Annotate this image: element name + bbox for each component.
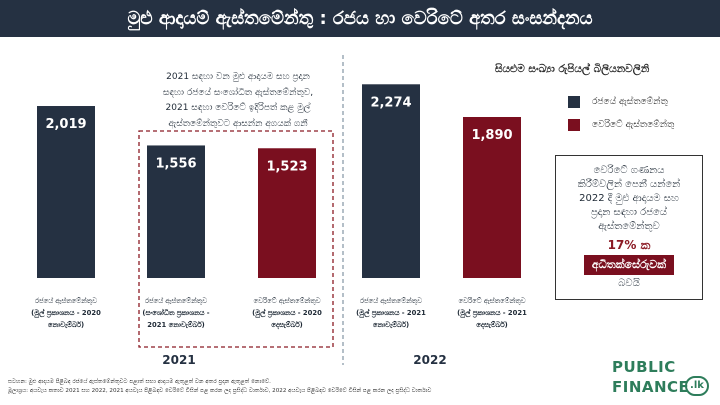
callout-line: ප්‍රදාන සඳහා රජයේ <box>591 207 667 218</box>
callout-line: කිරීම්වලින් පෙනී යන්නේ <box>577 179 681 190</box>
bar <box>258 148 316 278</box>
bar-caption: (සංශෝධිත ප්‍රකාශනය - <box>142 309 209 318</box>
legend-swatch-verite <box>568 119 580 131</box>
legend-item-verite: වෙරිටේ ඇස්තමේන්තු <box>568 119 674 131</box>
annotation-line: 2021 සඳහා වන මුළු ආදායම සහ ප්‍රදාන <box>166 72 310 82</box>
legend-label-verite: වෙරිටේ ඇස්තමේන්තු <box>592 120 675 130</box>
bar-value-label: 1,556 <box>155 156 196 171</box>
bar-caption: (මුල් ප්‍රකාශනය - 2020 <box>31 309 101 318</box>
callout-increase: අධිතක්සේරුවක් <box>583 255 675 275</box>
callout-box: වෙරිටේ ගණනය කිරීම්වලින් පෙනී යන්නේ 2022 … <box>555 155 703 300</box>
title-bar: මුළු ආදායම් ඇස්තමේන්තු : රජය හා වෙරිටේ අ… <box>0 0 720 37</box>
year-label: 2021 <box>162 353 195 367</box>
bar-caption: නොවැම්බර්) <box>48 321 84 329</box>
legend-item-government: රජයේ ඇස්තමේන්තු <box>568 96 668 108</box>
bar <box>463 117 521 278</box>
callout-tail: බවයි <box>618 278 640 289</box>
publicfinance-logo: PUBLIC FINANCE .lk <box>612 356 716 402</box>
bar-caption: 2021 නොවැම්බර්) <box>147 321 204 329</box>
bar-value-label: 2,019 <box>45 117 86 132</box>
bar-value-label: 1,523 <box>266 159 307 174</box>
bar-value-label: 2,274 <box>370 95 411 110</box>
bar-caption: දෙසැම්බර්) <box>271 321 302 330</box>
footer-note: සටහන: මුළු ආදායම පිළිබඳ රජයේ ඇස්තමේන්තුව… <box>8 379 271 385</box>
logo-line-1: PUBLIC <box>612 358 676 376</box>
chart-title: මුළු ආදායම් ඇස්තමේන්තු : රජය හා වෙරිටේ අ… <box>127 8 593 29</box>
bar <box>147 145 205 278</box>
annotation-line: සඳහා රජයේ සංශෝධිත ඇස්තමේන්තුව, <box>162 87 314 98</box>
logo-suffix: .lk <box>685 376 709 396</box>
callout-line: ඇස්තමේන්තුව <box>598 221 660 232</box>
annotation-line: 2021 සඳහා වෙරිටේ ඉදිරිපත් කළ මුල් <box>165 103 311 113</box>
bar-caption: වෙරිටේ ඇස්තමේන්තුව <box>458 296 525 306</box>
footer: සටහන: මුළු ආදායම පිළිබඳ රජයේ ඇස්තමේන්තුව… <box>8 378 598 396</box>
bar-caption: වෙරිටේ ඇස්තමේන්තුව <box>253 296 320 306</box>
bar-caption: දෙසැම්බර්) <box>476 321 507 330</box>
comparison-highlight-box <box>138 130 334 348</box>
bar-caption: (මුල් ප්‍රකාශනය - 2020 <box>252 309 322 318</box>
logo-line-2: FINANCE <box>612 378 690 396</box>
year-label: 2022 <box>413 353 446 367</box>
bar-caption: නොවැම්බර්) <box>373 321 409 329</box>
bar-caption: රජයේ ඇස්තමේන්තුව <box>145 297 207 306</box>
annotation-line: ඇස්තමේන්තුවට ආසන්න අගයක් ගනී <box>168 118 308 129</box>
bar <box>362 84 420 279</box>
bar-caption: රජයේ ඇස්තමේන්තුව <box>35 297 97 306</box>
bar-chart: 2,019 රජයේ ඇස්තමේන්තුව (මුල් ප්‍රකාශනය - 2… <box>31 55 527 367</box>
footer-source: මූලාශ්‍රය: අයවැය කතාව 2021 සහ 2022, 2021… <box>8 388 432 394</box>
callout-percent: 17% ක <box>607 238 651 252</box>
bar-caption: (මුල් ප්‍රකාශනය - 2021 <box>356 309 426 318</box>
legend-swatch-government <box>568 96 580 108</box>
bar-value-label: 1,890 <box>471 128 512 143</box>
unit-label: සියළුම සංඛ්‍යා රුපියල් බිලියනවලිනි <box>495 63 650 75</box>
callout-line: 2022 දී මුළු ආදායම සහ <box>579 193 679 204</box>
callout-line: වෙරිටේ ගණනය <box>593 165 665 176</box>
bar-caption: රජයේ ඇස්තමේන්තුව <box>360 297 422 306</box>
bar-caption: (මුල් ප්‍රකාශනය - 2021 <box>457 309 527 318</box>
annotation-note: 2021 සඳහා වන මුළු ආදායම සහ ප්‍රදාන සඳහා … <box>143 70 333 132</box>
bar <box>37 106 95 278</box>
legend-label-government: රජයේ ඇස්තමේන්තු <box>592 97 668 107</box>
